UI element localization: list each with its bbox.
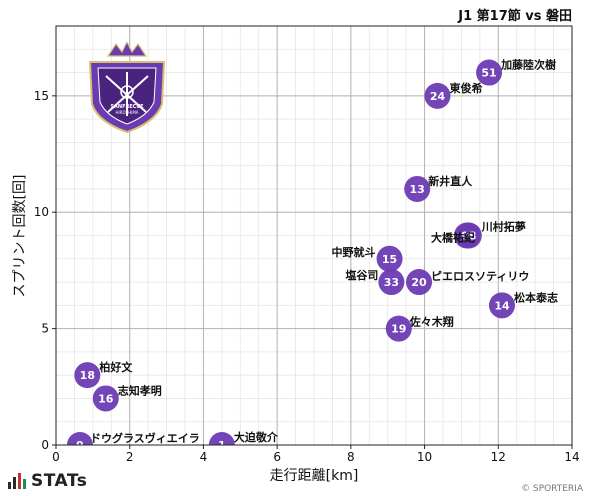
player-point: 24 (424, 82, 451, 109)
player-number: 1 (218, 439, 226, 452)
crest-top-text: SANFRECCE (110, 104, 144, 110)
player-name-label: 加藤陸次樹 (500, 58, 556, 72)
x-tick-label: 8 (347, 450, 355, 464)
x-tick-label: 6 (273, 450, 281, 464)
player-marker (74, 362, 101, 389)
player-marker (455, 222, 482, 249)
player-name-label: ピエロスソティリウ (431, 270, 529, 283)
player-name-label: 大橋祐紀 (431, 231, 475, 245)
player-number: 16 (98, 392, 114, 405)
x-tick-label: 4 (200, 450, 208, 464)
player-number: 15 (382, 253, 397, 266)
player-name-label: 志知孝明 (118, 383, 162, 397)
plot-frame (55, 25, 573, 446)
player-point: 33 (378, 269, 405, 296)
crest-bottom-text: HIROSHIMA (115, 110, 138, 115)
x-tick-label: 10 (417, 450, 432, 464)
y-axis-label: スプリント回数[回] (12, 175, 28, 298)
team-crest: SANFRECCE HIROSHIMA (88, 42, 166, 134)
player-number: 18 (80, 369, 95, 382)
x-tick-label: 2 (126, 450, 134, 464)
player-name-label: ドウグラスヴィエイラ (90, 431, 200, 445)
x-tick-label: 14 (564, 450, 579, 464)
player-name-label: 佐々木翔 (409, 315, 454, 329)
stats-logo-text: STATs (31, 471, 88, 491)
player-marker (424, 82, 451, 109)
x-tick-label: 12 (491, 450, 506, 464)
player-number: 51 (481, 67, 496, 80)
player-point: 15 (376, 245, 403, 272)
player-number: 98 (461, 230, 476, 243)
player-marker (92, 385, 119, 412)
player-point: 19 (385, 315, 412, 342)
x-axis-label: 走行距離[km] (270, 467, 359, 484)
player-point: 13 (404, 175, 431, 202)
player-name-label: 柏好文 (99, 360, 133, 374)
player-number: 24 (430, 90, 446, 103)
player-point: 98 (455, 222, 482, 249)
player-marker (208, 432, 235, 445)
player-marker (476, 59, 503, 86)
x-tick-label: 0 (52, 450, 60, 464)
player-number: 13 (410, 183, 425, 196)
player-name-label: 川村拓夢 (481, 220, 526, 234)
player-marker (404, 175, 431, 202)
player-point: 51 (476, 59, 503, 86)
player-name-label: 東俊希 (449, 81, 482, 95)
y-tick-label: 15 (34, 89, 49, 103)
player-point: 14 (488, 292, 515, 319)
player-name-label: 中野就斗 (332, 245, 376, 259)
player-point: 18 (74, 362, 101, 389)
player-marker (376, 245, 403, 272)
copyright-credit: © SPORTERIA (521, 484, 583, 494)
player-marker (66, 432, 93, 445)
player-number: 33 (384, 276, 399, 289)
player-name-label: 大迫敬介 (234, 430, 279, 444)
player-point: 16 (92, 385, 119, 412)
stats-logo-bars-icon (8, 473, 26, 489)
player-name-label: 新井直人 (428, 174, 473, 188)
data-points: 5124137981533201419181691加藤陸次樹東俊希新井直人大橋祐… (66, 58, 558, 452)
player-name-label: 松本泰志 (514, 290, 558, 304)
player-marker (406, 269, 433, 296)
player-name-label: 塩谷司 (345, 268, 378, 282)
match-title: J1 第17節 vs 磐田 (458, 9, 572, 24)
player-number: 20 (411, 276, 427, 289)
player-point: 1 (208, 432, 235, 452)
player-number: 19 (391, 323, 406, 336)
player-number: 9 (76, 439, 84, 452)
y-tick-label: 0 (41, 438, 49, 452)
stats-logo: STATs (8, 470, 87, 492)
y-tick-label: 5 (41, 322, 49, 336)
player-point: 20 (406, 269, 433, 296)
player-point: 9 (66, 432, 93, 452)
player-number: 14 (494, 299, 510, 312)
player-marker (378, 269, 405, 296)
player-marker (385, 315, 412, 342)
player-marker (488, 292, 515, 319)
y-tick-label: 10 (34, 205, 49, 219)
